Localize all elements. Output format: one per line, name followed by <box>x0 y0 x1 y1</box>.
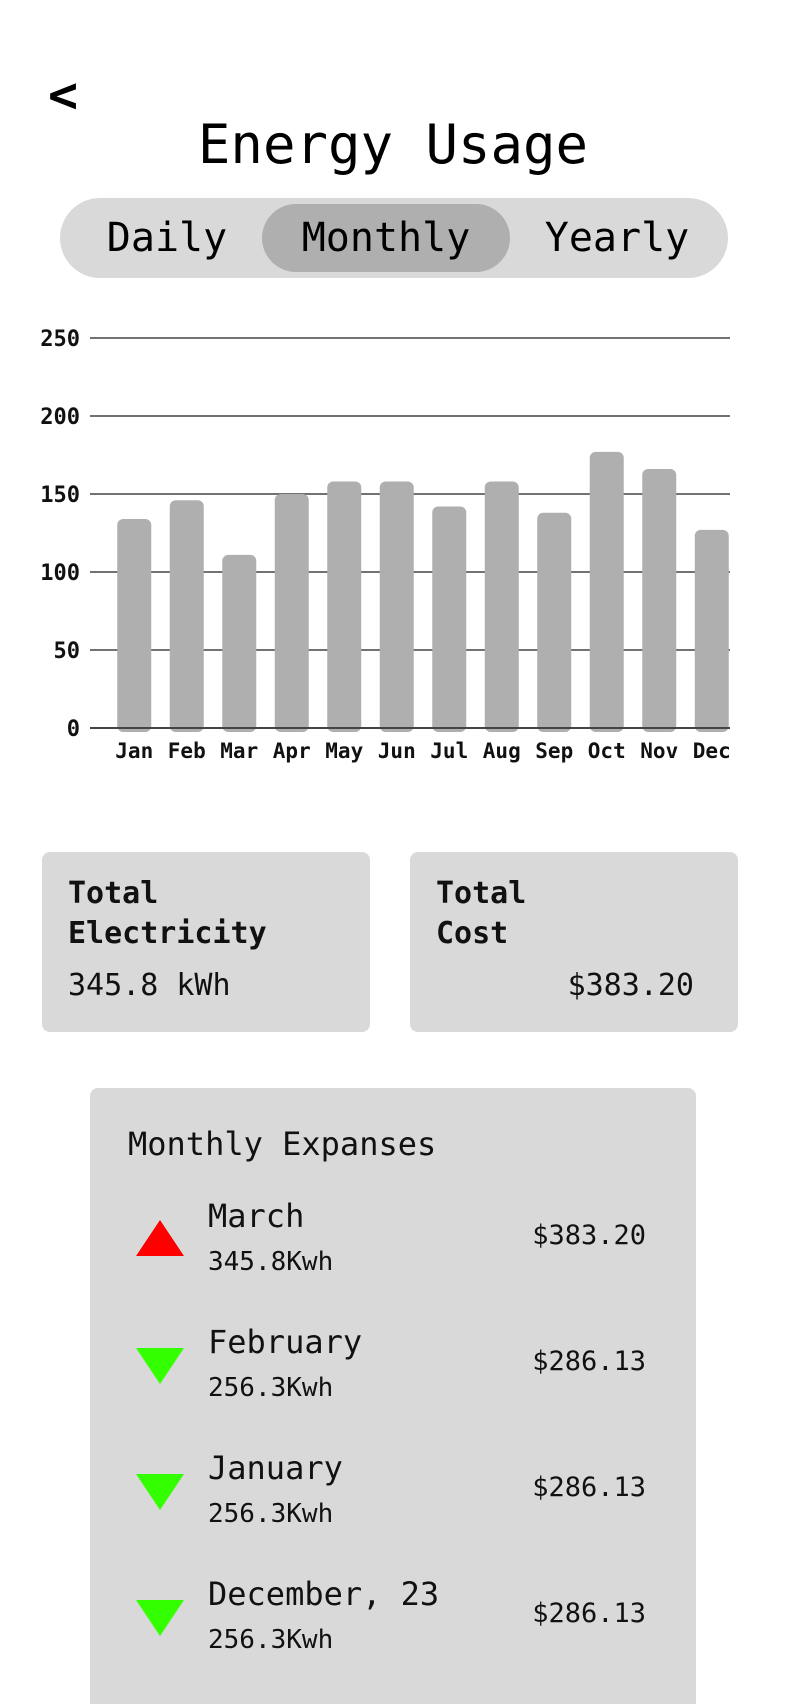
bar-nov[interactable] <box>642 469 677 732</box>
total-electricity-title-line2: Electricity <box>68 916 267 951</box>
x-tick-label: Jun <box>378 739 416 763</box>
bar-dec[interactable] <box>694 529 729 732</box>
y-tick-label: 200 <box>40 405 80 430</box>
y-tick-label: 0 <box>67 717 80 742</box>
tab-daily[interactable]: Daily <box>106 215 228 261</box>
x-tick-label: Jul <box>430 739 468 763</box>
period-segmented-control: Daily Monthly Yearly <box>60 198 728 278</box>
x-tick-label: May <box>325 739 363 763</box>
bar-aug[interactable] <box>484 481 519 732</box>
expense-month: February <box>208 1323 363 1361</box>
expense-row-january[interactable]: January 256.3Kwh $286.13 <box>90 1448 696 1558</box>
x-tick-label: Apr <box>273 739 311 763</box>
expense-month: December, 23 <box>208 1575 440 1613</box>
bar-sep[interactable] <box>537 512 572 732</box>
y-tick-label: 250 <box>40 327 80 352</box>
chart-bars <box>117 451 729 732</box>
triangle-down-icon <box>136 1600 184 1636</box>
bar-jun[interactable] <box>379 481 414 732</box>
total-cost-title: Total Cost <box>436 874 526 954</box>
expense-row-march[interactable]: March 345.8Kwh $383.20 <box>90 1196 696 1306</box>
x-tick-label: Aug <box>483 739 521 763</box>
x-tick-label: Dec <box>693 739 731 763</box>
expense-row-february[interactable]: February 256.3Kwh $286.13 <box>90 1322 696 1432</box>
monthly-expenses-title: Monthly Expanses <box>128 1125 437 1163</box>
expense-month: March <box>208 1197 305 1235</box>
total-electricity-value: 345.8 kWh <box>68 968 231 1003</box>
bar-jan[interactable] <box>117 518 152 732</box>
x-tick-label: Feb <box>168 739 206 763</box>
expense-cost: $286.13 <box>532 1598 646 1629</box>
tab-monthly[interactable]: Monthly <box>262 204 510 272</box>
triangle-up-icon <box>136 1220 184 1256</box>
total-electricity-title-line1: Total <box>68 876 159 911</box>
bar-oct[interactable] <box>589 451 624 732</box>
expense-row-december[interactable]: December, 23 256.3Kwh $286.13 <box>90 1574 696 1684</box>
bar-jul[interactable] <box>432 506 467 732</box>
bar-mar[interactable] <box>222 554 257 732</box>
x-tick-label: Mar <box>220 739 258 763</box>
monthly-expenses-panel: Monthly Expanses March 345.8Kwh $383.20 … <box>90 1088 696 1704</box>
triangle-down-icon <box>136 1348 184 1384</box>
total-cost-value: $383.20 <box>567 968 694 1003</box>
x-tick-label: Jan <box>115 739 153 763</box>
bar-may[interactable] <box>327 481 362 732</box>
y-tick-label: 100 <box>40 561 80 586</box>
monthly-usage-bar-chart: 0 50 100 150 200 250 Jan Feb Mar Apr May Jun Jul Aug S… <box>40 327 730 763</box>
expense-cost: $383.20 <box>532 1220 646 1251</box>
chart-labels: 0 50 100 150 200 250 Jan Feb Mar Apr May Jun Jul Aug S… <box>40 327 730 763</box>
total-cost-card: Total Cost $383.20 <box>410 852 738 1032</box>
page-title: Energy Usage <box>197 113 589 176</box>
expense-month: January <box>208 1449 343 1487</box>
triangle-down-icon <box>136 1474 184 1510</box>
x-tick-label: Sep <box>535 739 573 763</box>
bar-apr[interactable] <box>274 494 309 732</box>
x-tick-label: Nov <box>640 739 678 763</box>
expense-kwh: 256.3Kwh <box>208 1625 334 1655</box>
expense-kwh: 256.3Kwh <box>208 1373 334 1403</box>
expense-kwh: 256.3Kwh <box>208 1499 334 1529</box>
y-tick-label: 50 <box>54 639 81 664</box>
total-electricity-card: Total Electricity 345.8 kWh <box>42 852 370 1032</box>
total-cost-title-line2: Cost <box>436 916 509 951</box>
x-tick-label: Oct <box>588 739 626 763</box>
expense-kwh: 345.8Kwh <box>208 1247 334 1277</box>
total-cost-title-line1: Total <box>436 876 527 911</box>
total-electricity-title: Total Electricity <box>68 874 267 954</box>
tab-yearly[interactable]: Yearly <box>544 215 690 261</box>
expense-cost: $286.13 <box>532 1346 646 1377</box>
back-button[interactable]: < <box>48 66 79 124</box>
expense-cost: $286.13 <box>532 1472 646 1503</box>
y-tick-label: 150 <box>40 483 80 508</box>
bar-feb[interactable] <box>169 500 204 732</box>
